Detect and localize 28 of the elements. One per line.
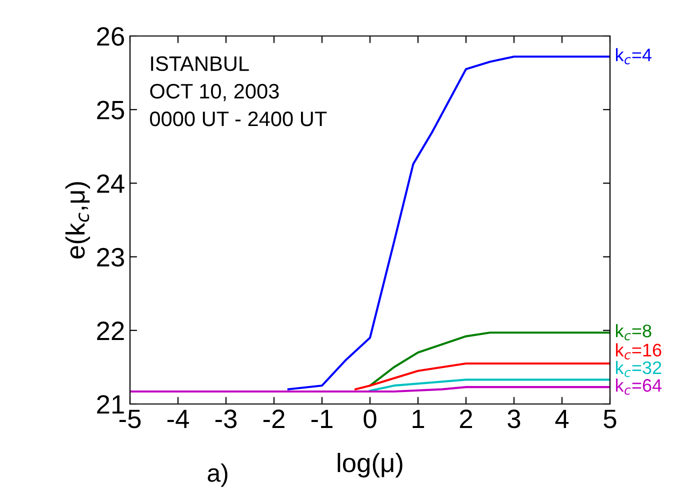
x-tick-label: -2 <box>263 410 284 428</box>
x-tick-label: 0 <box>364 410 376 428</box>
series-label: k$_{c}$=8 <box>616 324 652 340</box>
x-tick-label: 1 <box>412 410 424 428</box>
y-tick-label: 22 <box>97 322 124 340</box>
annotation: OCT 10, 2003 <box>150 84 279 102</box>
x-tick-label: 2 <box>460 410 472 428</box>
x-tick-label: 5 <box>604 410 616 428</box>
x-tick-label: -4 <box>167 410 189 428</box>
annotation: ISTANBUL <box>151 56 249 72</box>
y-tick-label: 25 <box>97 100 124 120</box>
x-tick-label: -3 <box>215 410 237 428</box>
series-label: k$_{c}$=16 <box>616 343 662 360</box>
annotation: 0000 UT - 2400 UT <box>150 111 327 126</box>
x-tick-label: -1 <box>311 410 332 428</box>
x-tick-label: 4 <box>555 410 569 428</box>
series-label: k$_{c}$=64 <box>616 378 662 395</box>
series-label: k$_{c}$=32 <box>616 360 662 378</box>
y-axis-title: e(k$_{c}$,μ) <box>65 182 90 258</box>
series-label: k$_{c}$=4 <box>616 48 652 64</box>
text: a) <box>208 464 228 487</box>
line-series <box>368 332 610 387</box>
y-tick-label: 23 <box>97 248 124 267</box>
y-tick-label: 24 <box>97 174 124 193</box>
x-axis-title: log(μ) <box>338 452 402 478</box>
line-series <box>354 362 610 390</box>
x-tick-label: 3 <box>508 410 520 428</box>
y-tick-label: 26 <box>97 27 124 46</box>
